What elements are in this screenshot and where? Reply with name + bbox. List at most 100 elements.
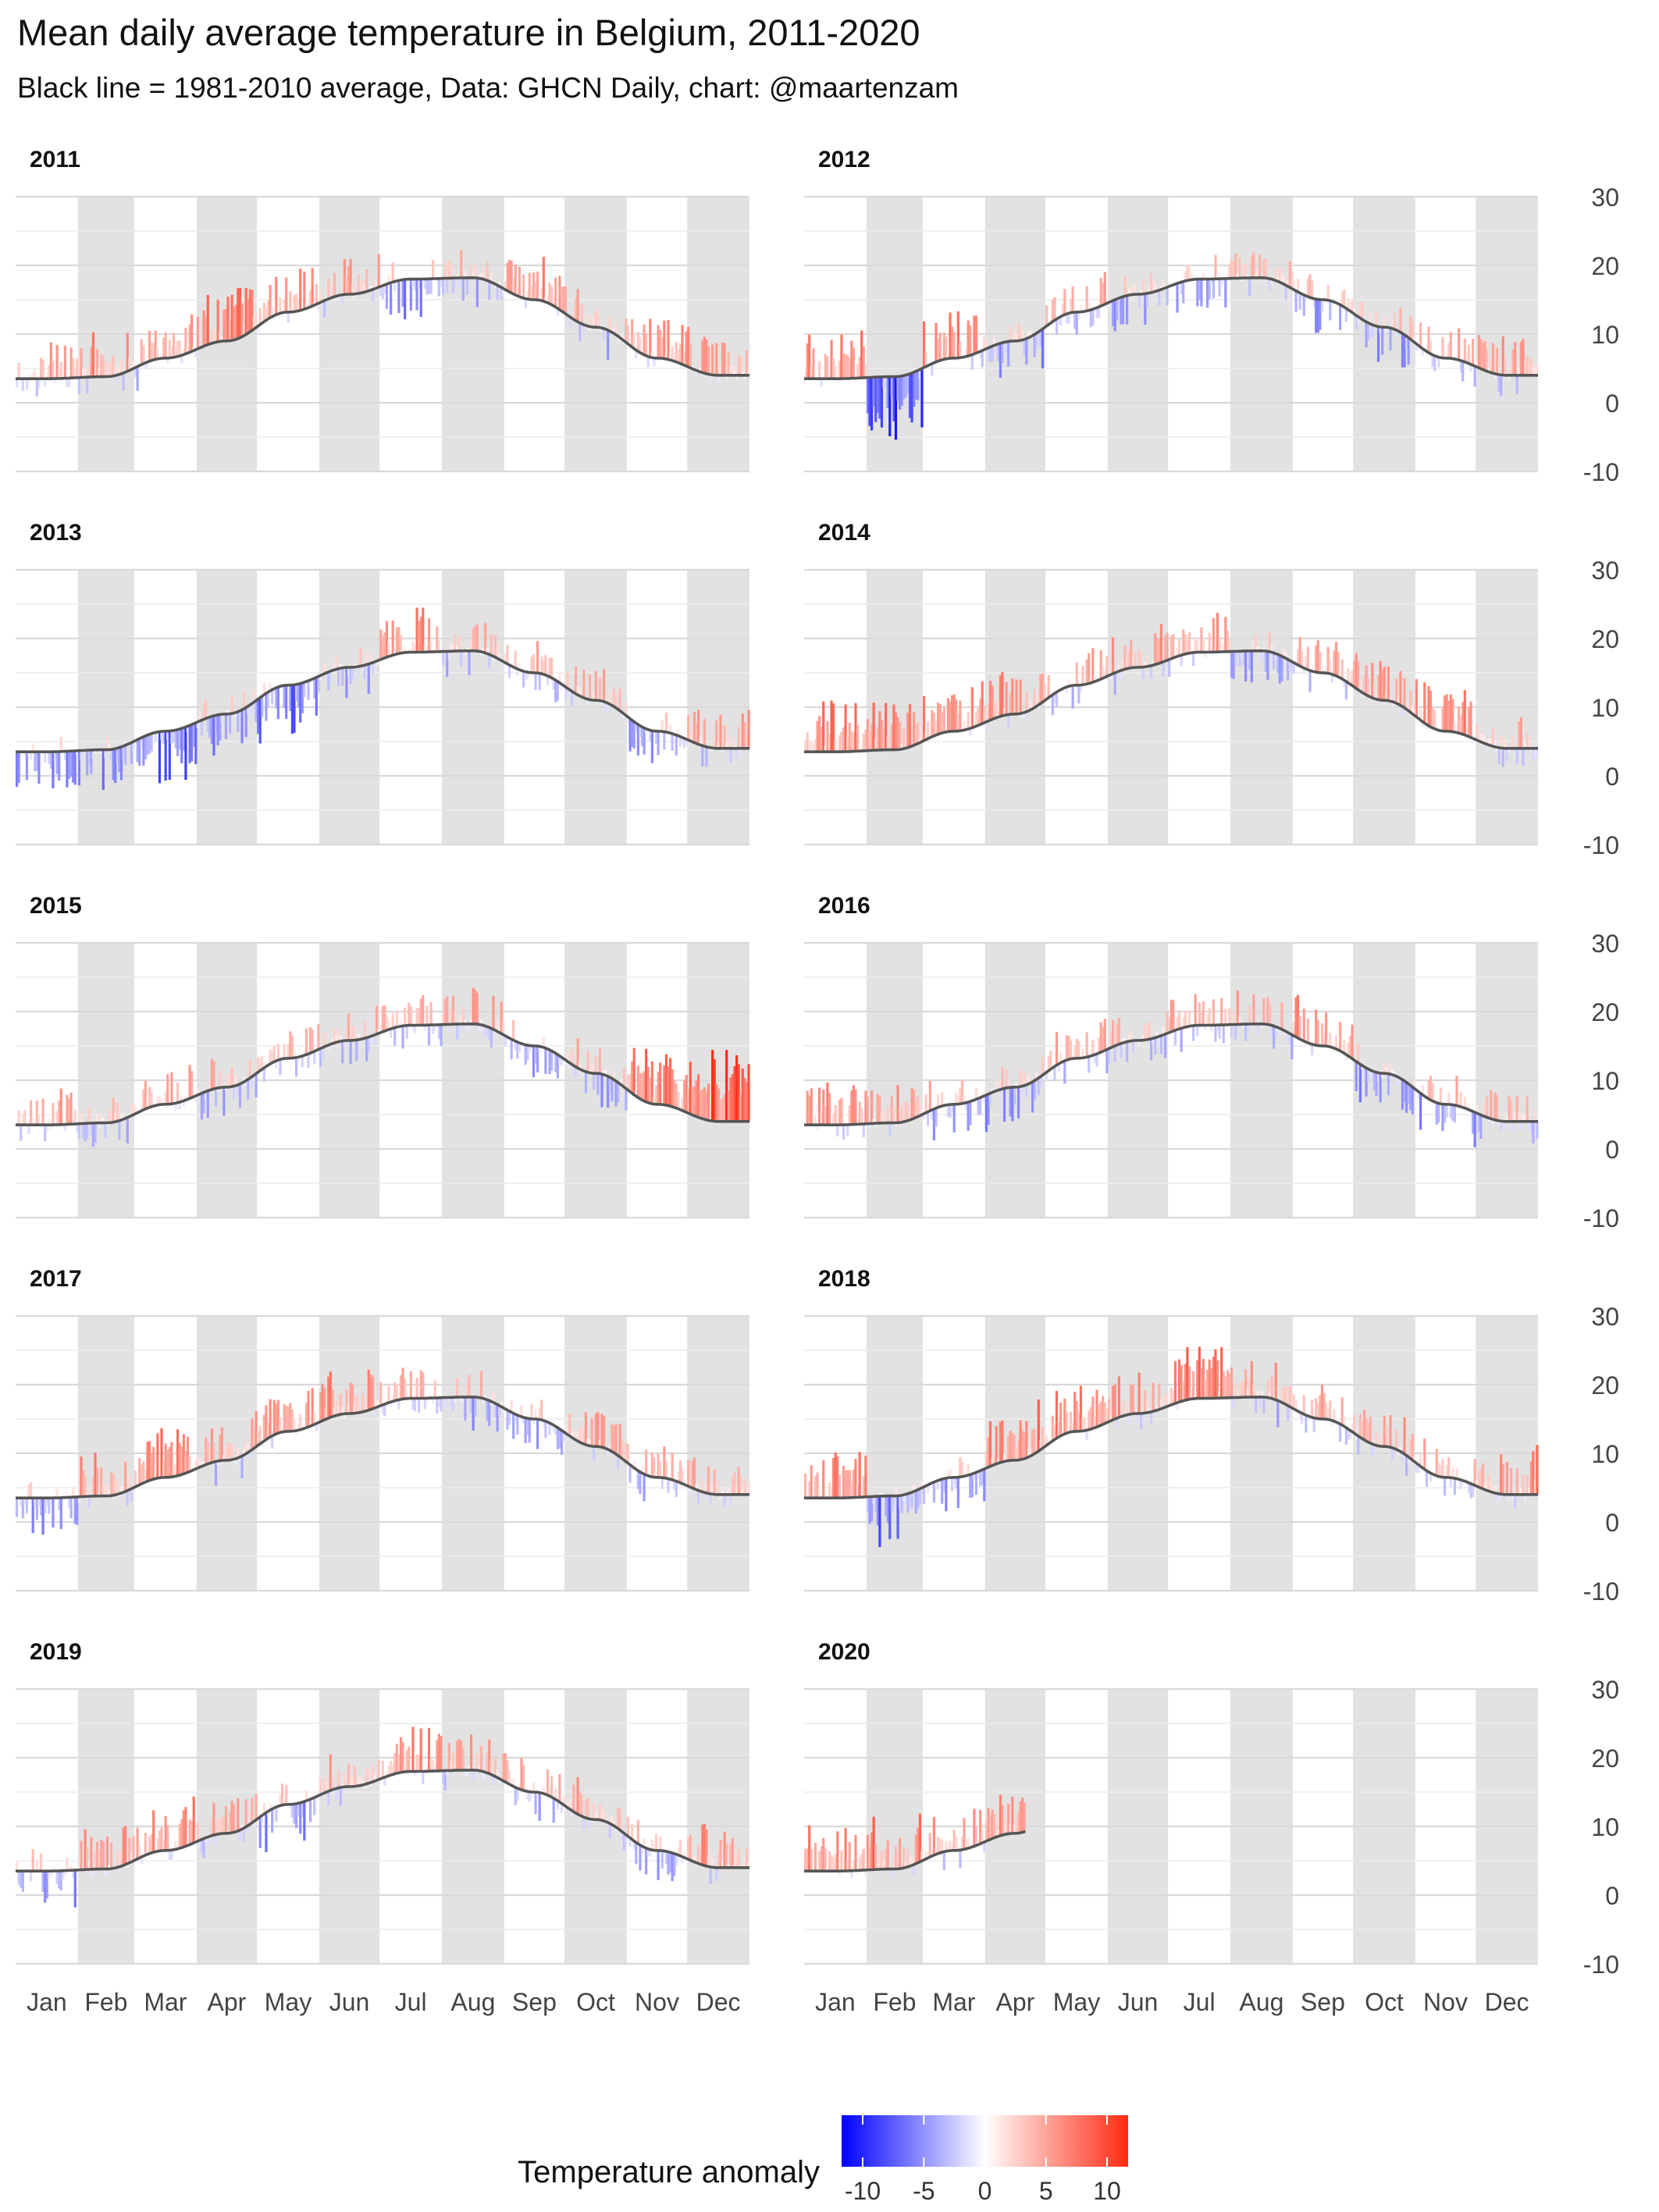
day-bar <box>502 661 505 670</box>
day-bar <box>474 265 477 278</box>
day-bar <box>23 1498 27 1506</box>
day-bar <box>506 1410 509 1430</box>
day-bar <box>640 1073 644 1101</box>
day-bar <box>418 1755 421 1772</box>
day-bar <box>530 286 533 300</box>
day-bar <box>504 281 507 290</box>
day-bar <box>747 1064 750 1122</box>
day-bar <box>303 1051 306 1056</box>
day-bar <box>210 1428 213 1463</box>
day-bar <box>486 261 489 281</box>
day-bar <box>1127 1034 1130 1042</box>
day-bar <box>626 1074 630 1090</box>
day-bar <box>611 329 614 333</box>
day-bar <box>568 1799 571 1809</box>
day-bar <box>1117 298 1120 311</box>
day-bar <box>422 995 425 1026</box>
day-bar <box>1220 998 1223 1026</box>
day-bar <box>90 1485 93 1496</box>
day-bar <box>248 1451 251 1460</box>
day-bar <box>860 1108 863 1125</box>
y-tick-label: 20 <box>1591 1744 1619 1773</box>
day-bar <box>1330 674 1333 683</box>
day-bar <box>862 346 865 378</box>
day-bar <box>935 1108 938 1127</box>
day-bar <box>733 1066 736 1122</box>
day-bar <box>460 1741 463 1770</box>
day-bar <box>611 1815 614 1825</box>
day-bar <box>667 1851 670 1875</box>
day-bar <box>52 360 55 379</box>
day-bar <box>598 327 602 332</box>
day-bar <box>1423 1439 1426 1470</box>
day-bar <box>1500 375 1503 397</box>
day-bar <box>512 1019 515 1040</box>
day-bar <box>969 728 972 736</box>
day-bar <box>697 1074 700 1118</box>
day-bar <box>1429 1076 1433 1101</box>
day-bar <box>290 1804 294 1818</box>
day-bar <box>1073 311 1077 329</box>
day-bar <box>1007 1803 1010 1834</box>
day-bar <box>878 1856 881 1869</box>
day-bar <box>586 1438 589 1446</box>
day-bar <box>1387 1435 1390 1447</box>
day-bar <box>1344 1427 1347 1445</box>
day-bar <box>237 711 240 732</box>
x-tick-label-feb: Feb <box>84 1988 127 2016</box>
day-bar <box>1214 1349 1217 1399</box>
day-bar <box>664 1460 668 1478</box>
day-bar <box>248 289 251 333</box>
day-bar <box>1163 1394 1167 1408</box>
day-bar <box>20 1498 23 1506</box>
day-bar <box>1180 282 1183 295</box>
day-bar <box>579 322 582 341</box>
day-bar <box>906 1104 910 1121</box>
day-bar <box>31 1117 34 1126</box>
day-bar <box>39 1853 43 1872</box>
day-bar <box>1051 1415 1054 1442</box>
day-bar <box>261 1442 264 1446</box>
day-bar <box>1113 1046 1116 1062</box>
day-bar <box>401 1367 404 1399</box>
day-bar <box>719 365 722 375</box>
x-tick-label-sep: Sep <box>512 1988 557 2016</box>
day-bar <box>510 1400 513 1413</box>
day-bar <box>1449 694 1452 732</box>
day-bar <box>447 1024 450 1033</box>
day-bar <box>363 665 366 680</box>
day-bar <box>154 330 157 360</box>
day-bar <box>603 669 606 702</box>
day-bar <box>205 1091 208 1100</box>
day-bar <box>20 748 23 752</box>
day-bar <box>405 1391 408 1399</box>
day-bar <box>178 1442 181 1476</box>
day-bar <box>441 651 445 666</box>
day-bar <box>596 1073 600 1095</box>
day-bar <box>1176 1403 1179 1410</box>
day-bar <box>323 1032 326 1047</box>
day-bar <box>631 1823 634 1840</box>
day-bar <box>1148 1408 1151 1413</box>
day-bar <box>122 373 125 391</box>
day-bar <box>1441 1104 1444 1132</box>
day-bar <box>942 333 945 360</box>
day-bar <box>636 1065 639 1098</box>
day-bar <box>659 1836 662 1851</box>
day-bar <box>1511 1121 1515 1132</box>
y-tick-label: -10 <box>1583 458 1619 486</box>
day-bar <box>176 340 180 357</box>
day-bar <box>810 1848 813 1872</box>
day-bar <box>1053 1066 1056 1082</box>
day-bar <box>1208 279 1211 300</box>
day-bar <box>1155 1031 1159 1037</box>
day-bar <box>1287 1405 1290 1421</box>
day-bar <box>1389 328 1392 351</box>
day-bar <box>1212 617 1215 653</box>
day-bar <box>949 1104 952 1118</box>
day-bar <box>331 1037 334 1044</box>
day-bar <box>745 1847 749 1868</box>
day-bar <box>84 1123 87 1142</box>
day-bar <box>1176 283 1179 313</box>
day-bar <box>271 1808 274 1833</box>
